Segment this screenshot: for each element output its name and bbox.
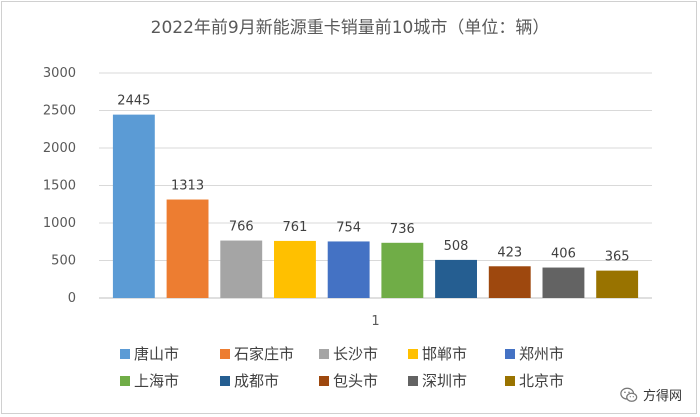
bar bbox=[166, 199, 209, 298]
data-label: 761 bbox=[283, 220, 308, 235]
bar bbox=[112, 114, 155, 298]
legend-label: 成都市 bbox=[234, 372, 279, 390]
legend-item: 上海市 bbox=[120, 372, 179, 390]
legend-item: 包头市 bbox=[319, 372, 378, 390]
y-tick-label: 500 bbox=[51, 254, 76, 269]
y-tick-label: 1000 bbox=[43, 216, 76, 231]
bar bbox=[381, 242, 424, 298]
bar bbox=[274, 240, 316, 298]
legend-swatch bbox=[120, 349, 130, 359]
data-label: 754 bbox=[336, 220, 361, 235]
data-label: 766 bbox=[229, 220, 254, 235]
legend-item: 石家庄市 bbox=[220, 345, 294, 363]
bar bbox=[596, 270, 639, 298]
bar bbox=[327, 241, 370, 298]
bar bbox=[542, 267, 585, 298]
legend-label: 邯郸市 bbox=[422, 345, 467, 363]
x-tick-label: 1 bbox=[371, 314, 379, 329]
legend-label: 唐山市 bbox=[134, 345, 179, 363]
wechat-icon bbox=[620, 387, 638, 402]
data-label: 2445 bbox=[117, 94, 150, 109]
data-label: 406 bbox=[551, 247, 576, 262]
legend-item: 唐山市 bbox=[120, 345, 179, 363]
legend-item: 北京市 bbox=[505, 372, 564, 390]
legend-label: 郑州市 bbox=[519, 345, 564, 363]
y-tick-label: 1500 bbox=[43, 179, 76, 194]
legend-swatch bbox=[220, 349, 230, 359]
legend-label: 深圳市 bbox=[422, 372, 467, 390]
watermark: 方得网 bbox=[620, 385, 682, 404]
data-label: 423 bbox=[497, 245, 522, 260]
legend-item: 郑州市 bbox=[505, 345, 564, 363]
legend-swatch bbox=[220, 376, 230, 386]
legend-swatch bbox=[408, 349, 418, 359]
chart-title: 2022年前9月新能源重卡销量前10城市（单位：辆） bbox=[151, 18, 550, 38]
legend-swatch bbox=[319, 349, 329, 359]
legend-item: 长沙市 bbox=[319, 345, 378, 363]
legend-swatch bbox=[120, 376, 130, 386]
legend-label: 长沙市 bbox=[333, 345, 378, 363]
data-label: 508 bbox=[444, 239, 469, 254]
bar bbox=[435, 259, 477, 298]
legend-item: 成都市 bbox=[220, 372, 279, 390]
y-tick-label: 2500 bbox=[43, 104, 76, 119]
legend-swatch bbox=[319, 376, 329, 386]
bar bbox=[488, 266, 531, 298]
y-tick-label: 3000 bbox=[43, 66, 76, 81]
legend-label: 包头市 bbox=[333, 372, 378, 390]
legend-label: 上海市 bbox=[134, 372, 179, 390]
watermark-text: 方得网 bbox=[642, 389, 682, 404]
legend-label: 北京市 bbox=[519, 372, 564, 390]
legend-swatch bbox=[505, 376, 515, 386]
legend-item: 邯郸市 bbox=[408, 345, 467, 363]
legend-swatch bbox=[408, 376, 418, 386]
data-label: 365 bbox=[605, 250, 630, 265]
legend-item: 深圳市 bbox=[408, 372, 467, 390]
data-label: 1313 bbox=[171, 179, 204, 194]
legend-swatch bbox=[505, 349, 515, 359]
y-tick-label: 2000 bbox=[43, 141, 76, 156]
y-tick-label: 0 bbox=[68, 291, 76, 306]
bar bbox=[220, 240, 263, 298]
legend-label: 石家庄市 bbox=[234, 345, 294, 363]
data-label: 736 bbox=[390, 222, 415, 237]
